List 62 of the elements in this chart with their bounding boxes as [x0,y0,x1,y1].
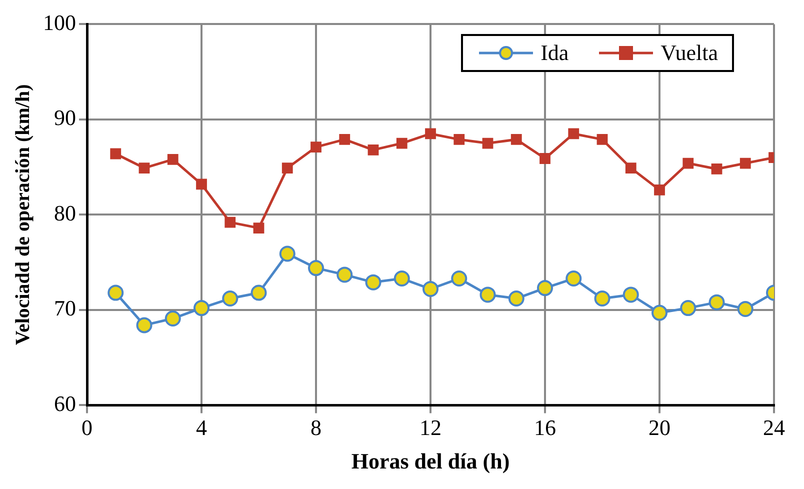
point [540,153,550,164]
point [167,154,178,165]
point [625,162,636,174]
point [308,260,324,276]
y-tick-label: 70 [54,296,76,321]
y-tick-label: 60 [54,390,76,416]
point [164,310,181,327]
point [622,286,639,303]
x-axis-title: Horas del día (h) [351,448,510,474]
point [451,270,468,287]
point [566,270,582,287]
point [708,294,725,310]
point [194,300,210,316]
y-tick-label: 100 [43,10,76,35]
point [596,134,608,145]
point [480,286,496,303]
point [279,246,296,262]
point [368,144,379,156]
point [711,164,722,174]
point [282,162,293,174]
point [654,184,665,196]
point [482,138,494,149]
point [110,148,122,160]
point [652,304,668,321]
point [680,300,696,316]
point [138,162,150,174]
point [394,270,410,287]
y-axis-title: Velociadd de operación (km/h) [12,84,34,346]
point [682,158,694,169]
point [310,142,322,153]
point [365,274,382,290]
x-tick-label: 0 [82,415,92,440]
point [508,290,524,307]
x-tick-label: 16 [534,415,556,440]
point [568,128,580,140]
point [510,134,522,145]
point [136,317,152,334]
point [396,138,408,149]
point [737,301,754,317]
x-tick-label: 24 [763,415,785,440]
x-tick-label: 8 [310,415,322,440]
x-tick-label: 20 [648,415,670,440]
x-tick-label: 4 [196,415,207,440]
point [224,216,236,228]
point [222,290,238,307]
x-tick-label: 12 [420,415,442,440]
y-tick-label: 90 [54,105,76,130]
point [336,266,353,283]
legend-label: Vuelta [660,40,718,66]
point [594,290,610,307]
legend-label: Ida [540,40,569,66]
point [740,158,751,169]
point [108,284,124,301]
point [253,222,264,234]
point [339,134,350,145]
point [425,128,436,140]
point [454,134,465,145]
point [196,178,207,190]
point [250,284,267,301]
point [422,280,438,297]
y-tick-label: 80 [54,200,76,226]
point [537,280,553,296]
